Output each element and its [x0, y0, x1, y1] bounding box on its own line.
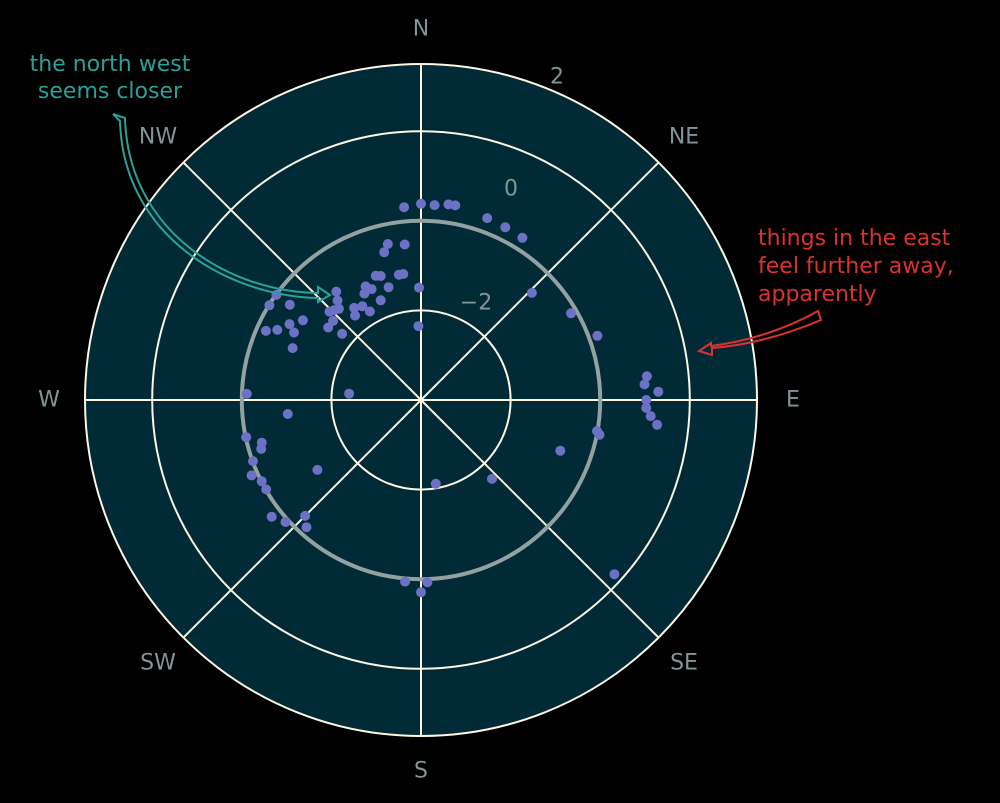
scatter-point [357, 301, 368, 312]
scatter-point [260, 325, 271, 336]
scatter-point [337, 328, 348, 339]
scatter-point [284, 299, 295, 310]
scatter-point [282, 409, 293, 419]
scatter-point [366, 284, 377, 295]
compass-label-w: W [38, 388, 60, 413]
scatter-point [400, 576, 411, 587]
angular-gridline [182, 161, 422, 401]
scatter-point [287, 343, 298, 354]
scatter-point [500, 222, 511, 233]
annotation-arrow-nw [112, 113, 332, 304]
scatter-point [375, 271, 386, 281]
scatter-point [379, 247, 390, 258]
radial-tick-label-0: 0 [504, 177, 518, 202]
annotation-east: things in the east feel further away, ap… [696, 226, 954, 357]
compass-label-s: S [414, 759, 428, 784]
scatter-point [264, 300, 275, 311]
annotation-northwest: the north west seems closer [30, 52, 332, 304]
scatter-point [416, 198, 426, 209]
angular-gridline [420, 161, 660, 401]
scatter-point [430, 478, 441, 489]
polar-grid [84, 63, 758, 737]
compass-label-ne: NE [669, 125, 699, 150]
scatter-point [312, 464, 323, 475]
scatter-point [344, 388, 355, 399]
scatter-point [413, 321, 424, 332]
scatter-point [450, 200, 461, 211]
scatter-point [248, 456, 258, 467]
compass-label-sw: SW [140, 651, 176, 676]
scatter-point [280, 517, 291, 527]
scatter-point [398, 269, 409, 279]
annotation-text-e-line1: things in the east [758, 226, 951, 251]
scatter-point [297, 315, 308, 326]
scatter-points [241, 198, 664, 598]
scatter-point [350, 310, 361, 321]
scatter-point [349, 302, 360, 313]
scatter-point [289, 327, 299, 338]
scatter-point [364, 306, 375, 317]
zero-circle [239, 218, 603, 582]
radial-gridline [330, 309, 512, 491]
scatter-point [594, 429, 605, 440]
compass-label-nw: NW [139, 125, 177, 150]
radial-gridline [151, 130, 691, 670]
scatter-point [256, 476, 267, 487]
compass-label-e: E [786, 388, 800, 413]
scatter-point [609, 569, 620, 580]
scatter-point [241, 388, 252, 399]
scatter-point [482, 213, 493, 224]
annotation-text-nw-line2: seems closer [38, 79, 183, 104]
scatter-point [383, 282, 394, 293]
scatter-point [284, 319, 295, 330]
scatter-point [261, 484, 272, 495]
scatter-point [331, 286, 342, 297]
scatter-point [246, 470, 257, 481]
scatter-point [566, 308, 577, 319]
annotation-text-nw-line1: the north west [30, 52, 191, 77]
scatter-point [641, 395, 652, 405]
polar-spine [84, 63, 758, 737]
scatter-point [422, 577, 433, 588]
radial-tick-label-neg2: −2 [460, 291, 492, 316]
scatter-point [332, 295, 343, 306]
scatter-point [653, 386, 664, 397]
scatter-point [399, 202, 410, 213]
scatter-point [429, 200, 440, 211]
scatter-point [652, 419, 663, 430]
compass-label-n: N [413, 17, 429, 42]
compass-label-se: SE [670, 651, 698, 676]
scatter-point [241, 432, 252, 443]
annotation-text-e-line2: feel further away, [758, 254, 954, 279]
scatter-point [375, 295, 386, 306]
scatter-point [300, 510, 311, 521]
scatter-point [645, 411, 656, 422]
scatter-point [414, 282, 424, 293]
scatter-point [382, 239, 393, 249]
annotation-text-e-line3: apparently [758, 282, 877, 307]
scatter-point [272, 324, 283, 335]
scatter-point [266, 511, 277, 522]
scatter-point [555, 445, 566, 456]
radial-tick-label-2: 2 [550, 65, 564, 90]
scatter-point [592, 330, 603, 341]
scatter-point [301, 522, 312, 533]
angular-gridline [420, 399, 660, 639]
scatter-point [487, 473, 497, 484]
annotation-arrow-e [696, 309, 823, 357]
scatter-point [333, 303, 344, 314]
scatter-point [328, 315, 339, 326]
scatter-point [639, 379, 650, 390]
scatter-point [399, 239, 410, 250]
scatter-point [526, 287, 537, 298]
scatter-point [416, 587, 426, 598]
axis-labels: N NE E SE S SW W NW −2 0 2 [38, 17, 800, 784]
scatter-point [517, 232, 528, 243]
scatter-point [256, 437, 267, 448]
scatter-point [641, 402, 652, 413]
scatter-point [641, 371, 652, 382]
